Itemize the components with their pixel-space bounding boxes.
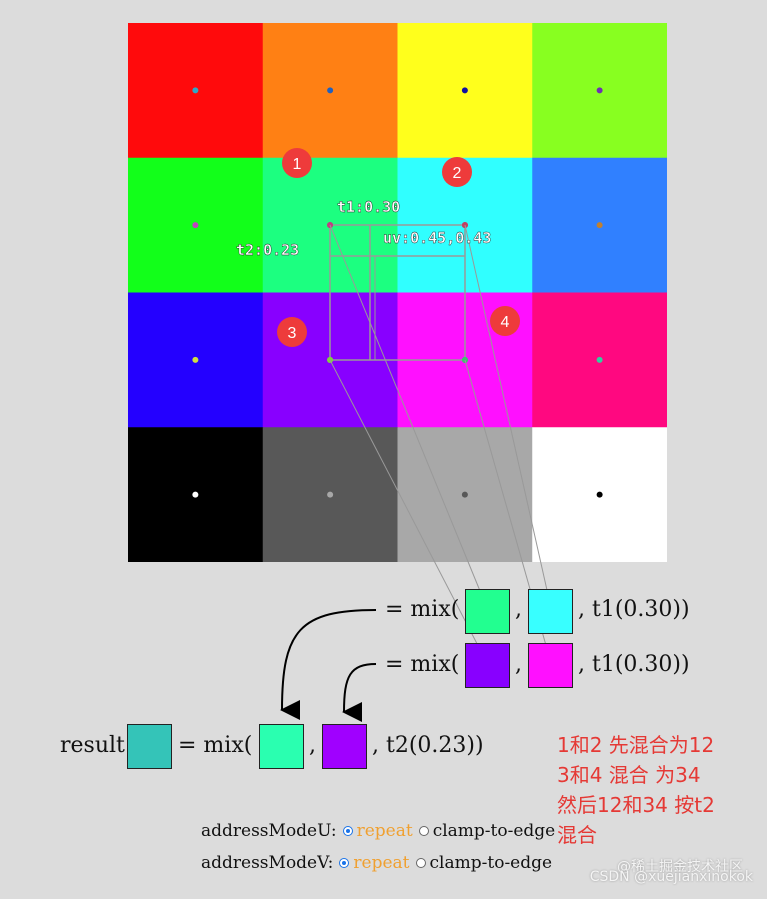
texture-grid (128, 23, 667, 562)
texel-center-dot (327, 222, 334, 229)
note-line-1: 1和2 先混合为12 (557, 733, 715, 757)
u-clamp-radio[interactable] (418, 826, 429, 836)
texel-center-dot (327, 491, 334, 498)
note-line-4: 混合 (557, 823, 597, 847)
texel-center-dot (327, 87, 334, 94)
texel-center-dot (461, 491, 468, 498)
address-mode-u-label: addressModeU: (201, 821, 337, 841)
watermark: CSDN @xuejianxinokok (589, 869, 753, 885)
note-line-2: 3和4 混合 为34 (557, 763, 701, 787)
texel-center-dot (192, 222, 199, 229)
eq1-comma: , (515, 597, 522, 622)
swatch-color-2 (528, 589, 573, 634)
watermark-juejin: @稀土掘金技术社区 (617, 859, 743, 875)
result-label: result (60, 733, 125, 758)
texel-center-dot (192, 356, 199, 363)
u-repeat-radio[interactable] (342, 826, 353, 836)
eq1-t1: , t1(0.30)) (578, 597, 690, 622)
swatch-color-34 (322, 724, 367, 769)
v-repeat-label[interactable]: repeat (353, 853, 410, 873)
swatch-color-3 (465, 643, 510, 688)
eq3-t2: , t2(0.23)) (372, 733, 484, 758)
v-repeat-radio[interactable] (339, 858, 350, 868)
eq2-prefix: = mix( (385, 652, 460, 677)
texel-center-dot (192, 87, 199, 94)
address-mode-u: addressModeU: repeat clamp-to-edge (201, 821, 555, 841)
texel-center-dot (596, 87, 603, 94)
u-repeat-label[interactable]: repeat (356, 821, 413, 841)
swatch-color-12 (259, 724, 304, 769)
address-mode-v-label: addressModeV: (201, 853, 334, 873)
eq2-t1: , t1(0.30)) (578, 652, 690, 677)
texel-center-dot (596, 491, 603, 498)
curve-arrow-12 (280, 609, 377, 721)
eq2-comma: , (515, 652, 522, 677)
swatch-result (127, 724, 172, 769)
texel-center-dot (461, 356, 468, 363)
texel-center-dot (461, 222, 468, 229)
swatch-color-1 (465, 589, 510, 634)
curve-arrow-34 (342, 663, 377, 723)
address-mode-v: addressModeV: repeat clamp-to-edge (201, 853, 552, 873)
eq3-prefix: = mix( (178, 733, 253, 758)
u-clamp-label[interactable]: clamp-to-edge (432, 821, 556, 841)
explanation-note: 1和2 先混合为12 3和4 混合 为34 然后12和34 按t2 混合 (557, 730, 715, 850)
texel-center-dot (461, 87, 468, 94)
note-line-3: 然后12和34 按t2 (557, 793, 715, 817)
texel-center-dot (596, 222, 603, 229)
eq3-comma: , (309, 733, 316, 758)
texel-center-dot (327, 356, 334, 363)
v-clamp-radio[interactable] (415, 858, 426, 868)
eq1-prefix: = mix( (385, 597, 460, 622)
texel-center-dot (192, 491, 199, 498)
v-clamp-label[interactable]: clamp-to-edge (429, 853, 553, 873)
swatch-color-4 (528, 643, 573, 688)
texel-center-dot (596, 356, 603, 363)
